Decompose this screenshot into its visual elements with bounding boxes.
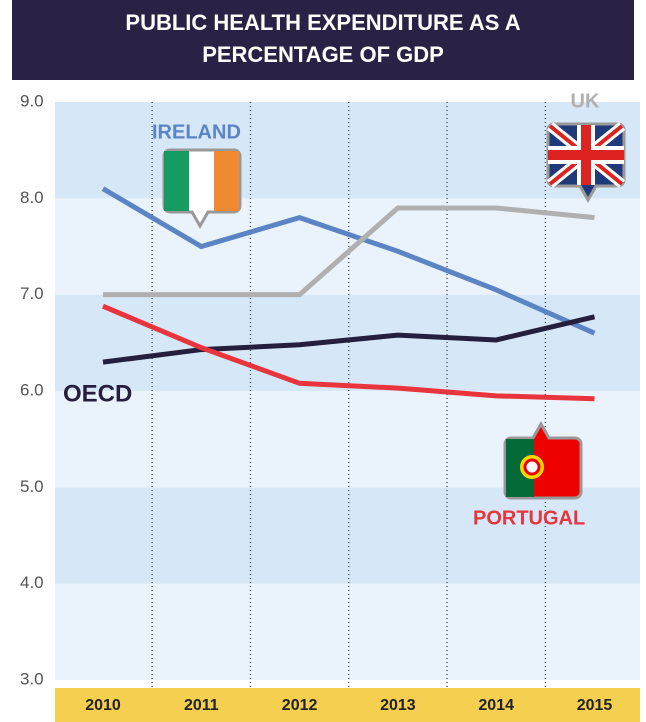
y-tick-label: 7.0 <box>20 284 44 303</box>
grid-band <box>55 294 640 391</box>
series-line <box>103 205 595 298</box>
x-tick-label: 2011 <box>184 697 219 714</box>
series-label: UK <box>571 90 600 112</box>
x-tick-label: 2012 <box>282 697 318 714</box>
y-tick-label: 6.0 <box>20 380 44 399</box>
series-line <box>102 303 595 402</box>
grid-band <box>55 487 640 584</box>
title-banner <box>12 0 634 80</box>
y-tick-label: 8.0 <box>20 188 44 207</box>
x-tick-label: 2013 <box>380 697 416 714</box>
series-line <box>101 186 596 336</box>
series-label: OECD <box>63 380 132 407</box>
portugal-flag <box>503 420 583 500</box>
uk-flag <box>546 122 626 204</box>
y-tick-label: 3.0 <box>20 669 44 688</box>
x-tick-label: 2015 <box>577 697 613 714</box>
y-tick-label: 4.0 <box>20 573 44 592</box>
grid-band <box>55 583 640 680</box>
series-label: IRELAND <box>152 121 241 143</box>
plot-area: 3.0 4.0 5.0 6.0 7.0 8.0 9.0 2010 2011 2012 2013 201… <box>20 90 640 722</box>
x-axis-bar <box>55 688 640 722</box>
series-label: PORTUGAL <box>473 507 585 529</box>
ireland-flag <box>162 148 242 230</box>
x-tick-label: 2010 <box>85 697 121 714</box>
y-tick-label: 9.0 <box>20 91 44 110</box>
series-line <box>102 314 596 365</box>
x-tick-label: 2014 <box>478 697 514 714</box>
chart-title: PUBLIC HEALTH EXPENDITURE AS A PERCENTAGE… <box>125 10 520 67</box>
y-tick-label: 5.0 <box>20 477 44 496</box>
